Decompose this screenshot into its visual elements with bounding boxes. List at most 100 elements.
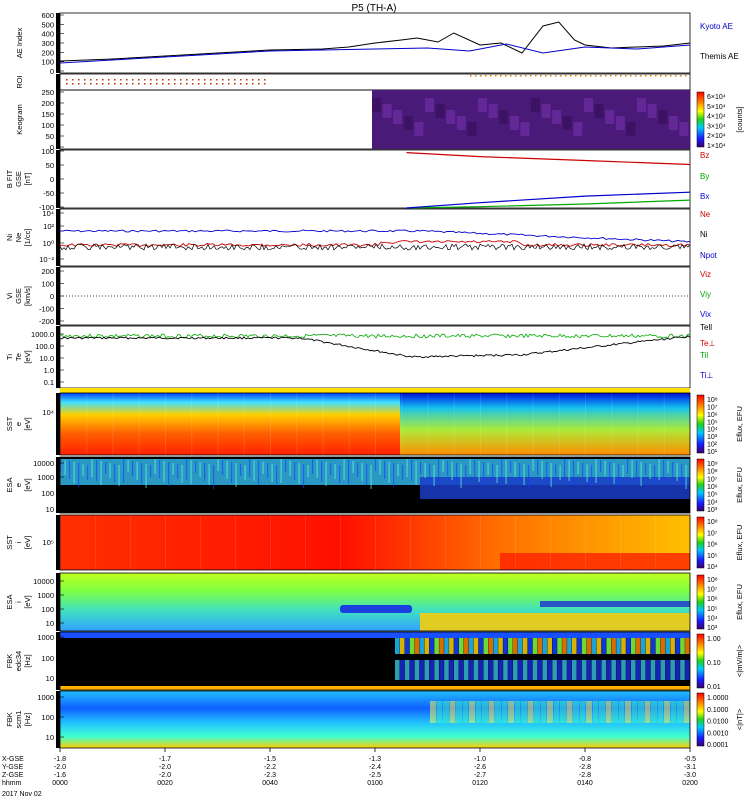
esa-e-streak [177,464,179,479]
bfield-ylabel-line: [nT] [23,173,32,186]
sst_i-colorbar-tick: 10⁶ [707,542,718,549]
fbk-e-bin [547,638,553,654]
fbk-e-bin [498,660,503,680]
x-axis-tick-label: -2.0 [54,764,66,771]
esa-e-streak [163,461,165,482]
x-axis-tick-label: -1.3 [369,756,381,763]
ae-ytick-label: 300 [41,39,54,48]
fbk-e-bin [626,638,631,654]
fbk-e-bin [419,660,425,680]
sst-e-bin [375,393,376,455]
keogram-streak [541,104,551,118]
roi-flag [525,75,527,77]
esa-e-streak [352,461,354,473]
roi-flag [222,83,224,85]
esa-e-streak [433,465,435,486]
esa-e-streak [451,462,453,480]
esa-e-streak [577,462,579,474]
keogram-streak [456,116,466,130]
fbk-e-bin [478,638,484,654]
bfield-ytick-label: -50 [43,189,54,198]
esa-e-streak [60,459,62,471]
roi-flag [138,79,140,81]
fbk-e-bin [434,638,439,654]
temperature-ylabel-line: Te [14,353,23,361]
bfield-ylabel: B FIT GSE [nT] [5,169,32,188]
fbk-e-bin [532,638,538,654]
esa_i-colorbar-tick: 10⁸ [707,577,718,584]
keogram-colorbar-tick: 5×10⁴ [707,104,726,111]
fbk-e-bin [488,660,494,680]
roi-flag [535,75,537,77]
x-axis-tick-label: -1.0 [474,756,486,763]
roi-flag [90,79,92,81]
fbk-e-bin [508,638,513,654]
esa-e-streak [208,464,210,485]
esa_i-colorbar-tick: 10⁶ [707,596,718,603]
esa-e-streak [118,465,120,486]
roi-flag [132,79,134,81]
fbk-e-bin [454,638,459,654]
fbk-e-bin [493,638,498,654]
fbk-e-bin [591,638,597,654]
fbk-e-bin [596,638,602,654]
velocity-edge [56,267,60,325]
esa-e-streak [235,463,237,487]
roi-flag [530,75,532,77]
esa-e-streak [181,465,183,483]
fbk-b-bin [508,701,514,723]
roi-flag [480,75,482,77]
esa-e-streak [438,459,440,483]
fbk-b-bin [599,701,605,723]
fbk-b-bin [605,701,612,723]
sst-e-bin [427,393,429,455]
roi-flag [615,75,617,77]
sst-e-bin [480,393,481,455]
x-axis-tick-label: -3.1 [684,764,696,771]
fbk-e-bin [596,660,602,680]
fbk-e-bin [517,660,523,680]
roi-flag [590,75,592,77]
esa-i-band [540,601,690,607]
esa-e-streak [537,460,539,475]
fbk_b-edge [56,691,60,748]
roi-flag [575,75,577,77]
sst-e-bin [270,393,271,455]
velocity-ylabel-line: [km/s] [23,286,32,306]
roi-flag [150,79,152,81]
keogram-streak [605,110,615,124]
velocity-ytick-label: 200 [41,267,54,276]
roi-flag [258,83,260,85]
sst_e-ylabel: SST e [eV] [5,416,32,431]
esa-e-streak [672,462,674,477]
roi-flag [84,83,86,85]
roi-flag [126,79,128,81]
esa_e-colorbar-tick: 10⁵ [707,492,718,499]
x-axis-annotations: X-GSEY-GSEZ-GSEhhmm-1.8-2.0-1.60000-1.7-… [2,748,698,798]
esa-e-streak [159,460,161,478]
fbk-e-bin [621,660,626,680]
ae-ytick-label: 600 [41,11,54,20]
sst_e-edge [56,393,60,455]
esa-e-streak [145,464,147,488]
esa_e-colorbar-label: Eflux, EFU [735,467,744,503]
sst-i-spectrogram-band [500,553,690,570]
esa-e-streak [676,463,678,481]
keogram-streak [573,122,583,136]
esa-e-streak [141,463,143,484]
esa-e-streak [334,464,336,479]
roi-flag [264,83,266,85]
roi-flag [192,83,194,85]
esa-e-streak [132,461,134,476]
sst-e-bin [60,393,61,455]
sst_i-ylabel-line: i [14,541,23,543]
esa-e-spectrogram-lower [420,477,690,499]
ae-series-themis-ae [59,43,691,64]
sst-e-bin [296,393,298,455]
fbk-b-bin [430,701,436,723]
sst-i-bin [410,515,411,570]
roi-flag [114,79,116,81]
roi-flag [102,83,104,85]
esa-e-streak [424,463,426,478]
